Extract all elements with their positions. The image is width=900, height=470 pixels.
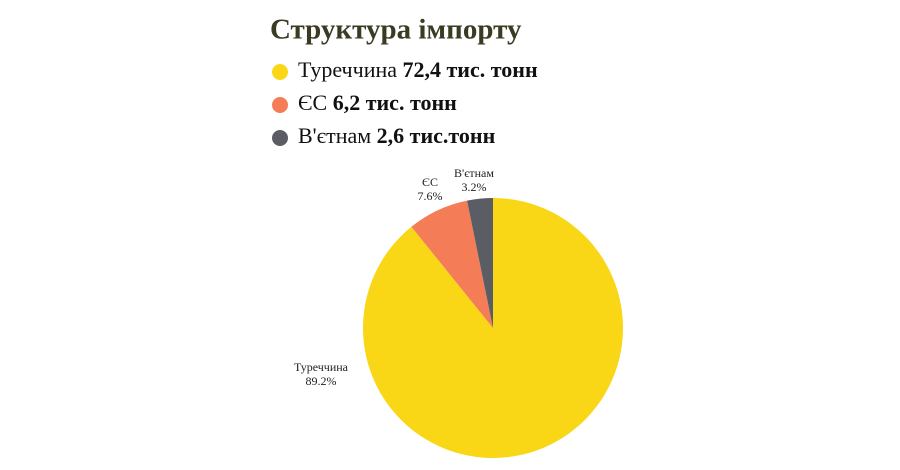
pie-slice: [363, 198, 624, 459]
legend-label: ЄС: [298, 90, 327, 115]
slice-label: В'єтнам: [454, 166, 494, 180]
legend-entry: В'єтнам 2,6 тис.тонн: [298, 123, 496, 148]
slice-label: ЄС: [422, 175, 438, 189]
chart-title: Структура імпорту: [270, 14, 522, 46]
legend-entry: ЄС 6,2 тис. тонн: [298, 90, 457, 115]
legend-amount: 6,2 тис. тонн: [333, 90, 457, 115]
slice-label: Туреччина: [294, 360, 349, 374]
legend-amount: 72,4 тис. тонн: [403, 57, 538, 82]
legend-marker: [272, 64, 288, 80]
pie-slice: [467, 198, 493, 328]
legend-label: Туреччина: [298, 57, 397, 82]
slice-value: 3.2%: [462, 180, 487, 194]
slice-value: 7.6%: [418, 189, 443, 203]
legend-marker: [272, 97, 288, 113]
pie-slice: [411, 200, 493, 328]
legend-entry: Туреччина 72,4 тис. тонн: [298, 57, 538, 82]
legend-amount: 2,6 тис.тонн: [377, 123, 496, 148]
legend-label: В'єтнам: [298, 123, 371, 148]
legend-marker: [272, 130, 288, 146]
slice-value: 89.2%: [306, 374, 337, 388]
